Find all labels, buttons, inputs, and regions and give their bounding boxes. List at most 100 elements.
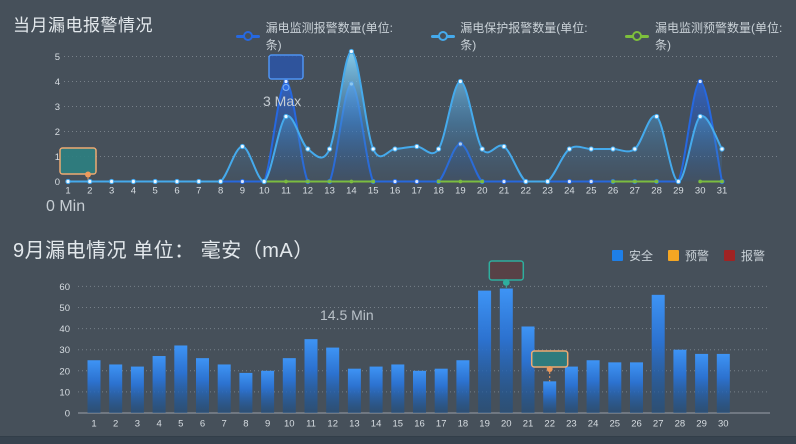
svg-text:11: 11 [281, 186, 291, 197]
line-marker-icon [625, 31, 650, 41]
svg-text:13: 13 [324, 186, 335, 197]
svg-text:18: 18 [433, 186, 444, 197]
svg-text:7: 7 [196, 186, 201, 197]
svg-text:14: 14 [371, 419, 382, 430]
svg-text:5: 5 [153, 186, 158, 197]
top-chart-title: 当月漏电报警情况 [13, 16, 153, 35]
svg-text:30: 30 [718, 419, 729, 430]
svg-text:23: 23 [566, 419, 577, 430]
svg-text:14: 14 [346, 186, 357, 197]
svg-text:5: 5 [55, 52, 60, 63]
bottom-chart-legend: 安全 预警 报警 [612, 247, 765, 264]
legend-item-safe[interactable]: 安全 [612, 247, 653, 264]
svg-text:22: 22 [521, 186, 532, 197]
svg-text:21: 21 [523, 419, 534, 430]
svg-text:4: 4 [55, 77, 60, 88]
svg-text:20: 20 [477, 186, 488, 197]
svg-text:3: 3 [135, 419, 140, 430]
svg-text:30: 30 [695, 186, 706, 197]
svg-text:23: 23 [542, 186, 553, 197]
svg-text:21: 21 [499, 186, 510, 197]
svg-text:3: 3 [109, 186, 114, 197]
svg-text:27: 27 [653, 419, 664, 430]
svg-text:4: 4 [131, 186, 136, 197]
svg-text:15: 15 [368, 186, 379, 197]
svg-text:25: 25 [586, 186, 597, 197]
svg-text:8: 8 [243, 419, 248, 430]
svg-text:30: 30 [59, 345, 70, 356]
svg-text:27: 27 [630, 186, 641, 197]
svg-text:1: 1 [55, 152, 60, 163]
svg-text:24: 24 [588, 419, 599, 430]
svg-text:60: 60 [59, 282, 70, 293]
svg-text:24: 24 [564, 186, 575, 197]
svg-text:19: 19 [455, 186, 466, 197]
legend-label: 报警 [741, 249, 766, 263]
svg-text:11: 11 [306, 419, 316, 430]
svg-text:18: 18 [458, 419, 469, 430]
svg-text:10: 10 [284, 419, 295, 430]
svg-text:2: 2 [113, 419, 118, 430]
svg-text:0: 0 [55, 177, 60, 188]
bottom-chart-title: 9月漏电情况 单位： 毫安（mA） [13, 240, 314, 262]
svg-text:1: 1 [65, 186, 70, 197]
legend-item-monitor-warning[interactable]: 漏电监测预警数量(单位:条) [625, 19, 796, 53]
svg-text:12: 12 [327, 419, 338, 430]
square-marker-icon [668, 250, 680, 261]
svg-text:25: 25 [610, 419, 621, 430]
top-chart-max-annotation: 3 Max [263, 93, 302, 109]
square-marker-icon [612, 250, 623, 261]
svg-text:26: 26 [631, 419, 642, 430]
svg-text:16: 16 [390, 186, 401, 197]
legend-label: 漏电监测预警数量(单位:条) [654, 21, 783, 52]
svg-text:0: 0 [65, 409, 70, 420]
legend-item-warning[interactable]: 预警 [668, 247, 709, 264]
legend-item-protect-alarm[interactable]: 漏电保护报警数量(单位:条) [430, 19, 602, 53]
svg-text:5: 5 [178, 419, 183, 430]
legend-item-monitor-alarm[interactable]: 漏电监测报警数量(单位:条) [236, 19, 407, 53]
svg-text:2: 2 [55, 127, 60, 138]
line-marker-icon [236, 31, 260, 41]
svg-text:20: 20 [501, 419, 512, 430]
svg-text:9: 9 [240, 186, 245, 197]
svg-text:1: 1 [91, 419, 96, 430]
bottom-chart-min-annotation: 14.5 Min [320, 307, 374, 323]
svg-text:16: 16 [414, 419, 425, 430]
footer-strip [0, 436, 796, 444]
svg-text:50: 50 [59, 303, 70, 314]
svg-text:9: 9 [265, 419, 270, 430]
svg-text:6: 6 [174, 186, 179, 197]
svg-text:26: 26 [608, 186, 619, 197]
svg-text:20: 20 [59, 366, 70, 377]
top-chart-legend: 漏电监测报警数量(单位:条) 漏电保护报警数量(单位:条) 漏电监测预警数量(单… [236, 19, 796, 53]
legend-label: 安全 [629, 249, 654, 263]
svg-text:17: 17 [412, 186, 423, 197]
svg-text:10: 10 [59, 387, 70, 398]
svg-text:19: 19 [479, 419, 490, 430]
legend-label: 漏电监测报警数量(单位:条) [265, 21, 393, 52]
svg-text:40: 40 [59, 324, 70, 335]
top-chart-min-annotation: 0 Min [46, 198, 86, 215]
svg-text:15: 15 [393, 419, 404, 430]
line-marker-icon [430, 31, 455, 41]
svg-text:17: 17 [436, 419, 447, 430]
legend-item-alarm[interactable]: 报警 [724, 247, 765, 264]
svg-text:2: 2 [87, 186, 92, 197]
svg-text:22: 22 [544, 419, 555, 430]
svg-text:4: 4 [156, 419, 161, 430]
svg-text:12: 12 [303, 186, 314, 197]
svg-text:31: 31 [717, 186, 728, 197]
svg-text:10: 10 [259, 186, 270, 197]
svg-text:8: 8 [218, 186, 223, 197]
svg-text:3: 3 [55, 102, 60, 113]
svg-text:29: 29 [696, 419, 707, 430]
legend-label: 漏电保护报警数量(单位:条) [460, 21, 588, 52]
svg-text:7: 7 [222, 419, 227, 430]
svg-text:28: 28 [675, 419, 686, 430]
svg-text:13: 13 [349, 419, 360, 430]
legend-label: 预警 [685, 249, 710, 263]
svg-text:6: 6 [200, 419, 205, 430]
svg-text:28: 28 [651, 186, 662, 197]
